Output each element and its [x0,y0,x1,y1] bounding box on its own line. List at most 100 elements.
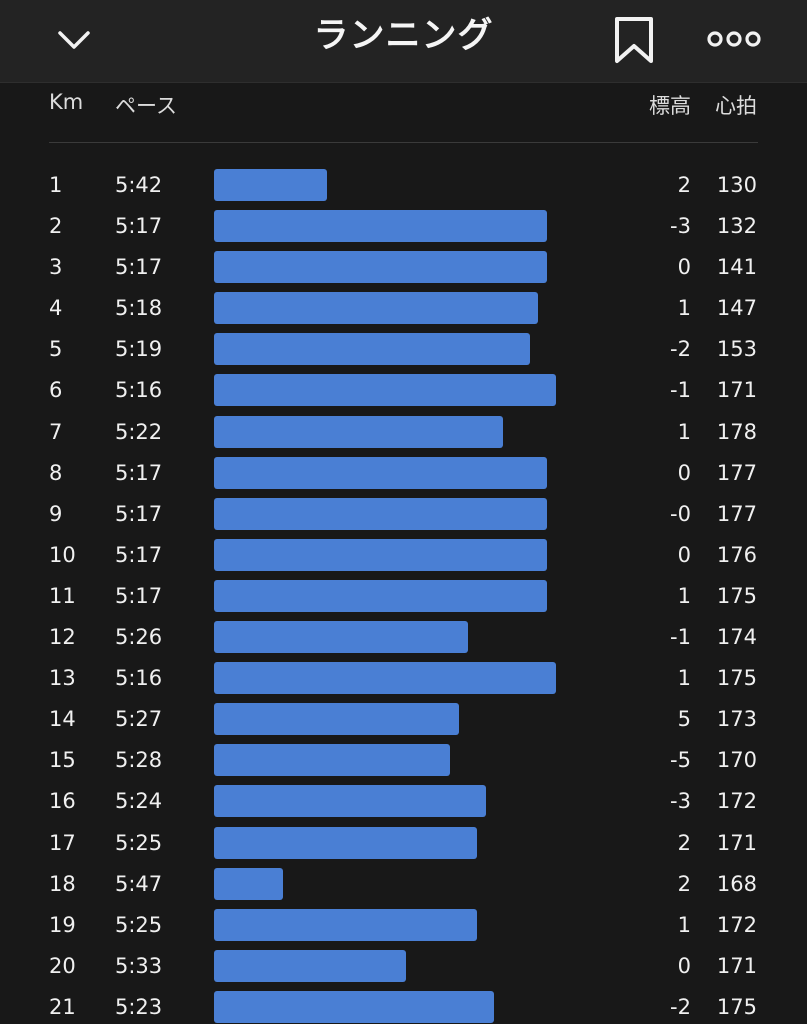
split-pace-bar [214,538,548,571]
split-heart-rate: 141 [716,255,757,280]
split-row: 18 5:47 2 168 [0,863,807,904]
split-km: 11 [49,583,76,608]
split-row: 12 5:26 -1 174 [0,616,807,657]
split-pace-bar [214,990,495,1023]
header-divider [49,142,758,143]
split-pace: 5:42 [115,173,163,197]
split-row: 19 5:25 1 172 [0,904,807,945]
split-km: 12 [49,625,76,650]
split-elevation: -0 [670,501,691,526]
split-pace-bar [214,908,477,941]
split-km: 6 [49,378,63,403]
split-heart-rate: 168 [716,871,757,896]
split-elevation: 1 [677,666,691,691]
split-elevation: 1 [677,296,691,321]
split-row: 4 5:18 1 147 [0,287,807,328]
split-km: 19 [49,912,76,937]
split-pace-bar [214,703,460,736]
split-heart-rate: 132 [716,214,757,239]
split-pace-bar [214,251,548,284]
back-button[interactable] [48,14,100,66]
split-pace: 5:17 [115,542,163,567]
split-km: 9 [49,501,63,526]
split-pace-bar [214,497,548,530]
split-pace-bar [214,374,556,407]
split-heart-rate: 153 [716,337,757,362]
split-row: 13 5:16 1 175 [0,657,807,698]
split-elevation: -1 [670,625,691,650]
top-bar: ランニング [0,0,807,83]
chevron-down-icon [58,31,90,49]
split-km: 1 [49,173,63,197]
column-header-km: Km [49,90,84,114]
bookmark-button[interactable] [608,12,660,68]
split-pace: 5:16 [115,378,163,403]
split-pace-bar [214,949,407,982]
split-pace: 5:17 [115,214,163,239]
split-heart-rate: 175 [716,666,757,691]
split-row: 5 5:19 -2 153 [0,328,807,369]
split-pace: 5:17 [115,255,163,280]
split-elevation: 0 [677,953,691,978]
split-elevation: 0 [677,460,691,485]
split-elevation: 2 [677,173,691,197]
split-pace: 5:23 [115,994,163,1019]
split-row: 3 5:17 0 141 [0,246,807,287]
split-heart-rate: 178 [716,419,757,444]
split-row: 10 5:17 0 176 [0,534,807,575]
split-pace: 5:24 [115,789,163,814]
split-pace-bar [214,662,556,695]
split-row: 11 5:17 1 175 [0,575,807,616]
split-elevation: -5 [670,748,691,773]
split-heart-rate: 130 [716,173,757,197]
split-pace-bar [214,456,548,489]
split-km: 3 [49,255,63,280]
split-km: 8 [49,460,63,485]
split-pace-bar [214,867,284,900]
split-elevation: -3 [670,214,691,239]
split-elevation: -2 [670,337,691,362]
split-km: 13 [49,666,76,691]
page-title: ランニング [313,16,494,56]
split-row: 21 5:23 -2 175 [0,986,807,1024]
split-pace-bar [214,744,451,777]
split-pace: 5:19 [115,337,163,362]
split-pace: 5:25 [115,830,163,855]
column-header-heart-rate: 心拍 [715,94,757,118]
split-elevation: 1 [677,583,691,608]
split-km: 16 [49,789,76,814]
split-heart-rate: 177 [716,501,757,526]
split-pace: 5:25 [115,912,163,937]
split-elevation: -3 [670,789,691,814]
split-elevation: -1 [670,378,691,403]
split-pace: 5:17 [115,460,163,485]
split-elevation: 1 [677,912,691,937]
split-row: 9 5:17 -0 177 [0,493,807,534]
splits-list: 1 5:42 2 130 2 5:17 -3 132 3 5:17 0 141 4 5:18 1 147 5 5:… [0,164,807,1024]
column-header-elevation: 標高 [649,94,691,118]
split-elevation: 2 [677,871,691,896]
split-heart-rate: 172 [716,912,757,937]
split-row: 15 5:28 -5 170 [0,739,807,780]
split-pace-bar [214,210,548,243]
split-elevation: 2 [677,830,691,855]
split-heart-rate: 175 [716,583,757,608]
split-pace: 5:17 [115,583,163,608]
split-pace-bar [214,292,539,325]
split-row: 1 5:42 2 130 [0,164,807,205]
split-pace: 5:18 [115,296,163,321]
split-elevation: 0 [677,255,691,280]
split-row: 7 5:22 1 178 [0,411,807,452]
split-pace-bar [214,621,468,654]
split-heart-rate: 177 [716,460,757,485]
split-pace: 5:22 [115,419,163,444]
split-pace: 5:28 [115,748,163,773]
split-elevation: 5 [677,707,691,732]
split-pace-bar [214,579,548,612]
more-options-button[interactable] [702,14,766,64]
split-km: 15 [49,748,76,773]
more-options-icon [707,31,761,47]
split-heart-rate: 171 [716,830,757,855]
split-row: 16 5:24 -3 172 [0,780,807,821]
split-km: 21 [49,994,76,1019]
